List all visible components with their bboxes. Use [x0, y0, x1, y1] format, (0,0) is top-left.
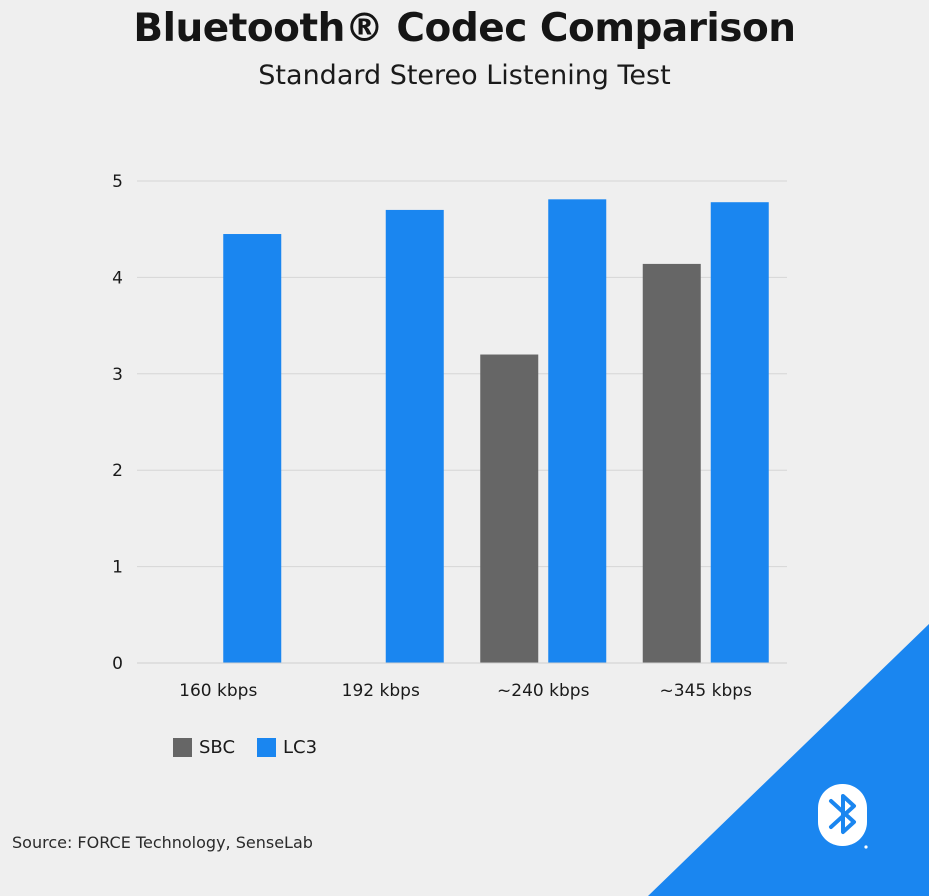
y-tick-label: 4 [112, 268, 123, 288]
bar-lc3-0 [223, 234, 282, 663]
corner-triangle [648, 624, 929, 896]
legend-item-sbc: SBC [173, 737, 235, 758]
bar-lc3-3 [710, 202, 769, 663]
bar-lc3-1 [385, 209, 444, 664]
y-tick-label: 1 [112, 558, 123, 578]
bar-lc3-2 [548, 199, 607, 664]
y-tick-label: 2 [112, 461, 123, 481]
y-tick-label: 0 [112, 654, 123, 674]
legend-label-lc3: LC3 [283, 737, 318, 758]
legend-item-lc3: LC3 [257, 737, 317, 758]
source-note: Source: FORCE Technology, SenseLab [12, 833, 313, 852]
x-tick-label: 192 kbps [342, 681, 420, 701]
y-tick-label: 3 [112, 365, 123, 385]
chart-subtitle: Standard Stereo Listening Test [258, 60, 671, 91]
chart-title: Bluetooth® Codec Comparison [133, 6, 796, 51]
legend-label-sbc: SBC [199, 737, 236, 758]
bluetooth-logo-icon [818, 784, 868, 849]
bar-sbc-3 [642, 263, 701, 663]
legend: SBC LC3 [173, 737, 339, 758]
x-tick-label: ~345 kbps [660, 681, 753, 701]
x-tick-label: ~240 kbps [497, 681, 590, 701]
legend-swatch-lc3 [257, 738, 277, 757]
legend-swatch-sbc [173, 738, 192, 757]
x-tick-label: 160 kbps [179, 681, 257, 701]
bar-sbc-2 [480, 354, 539, 663]
y-tick-label: 5 [112, 172, 123, 192]
